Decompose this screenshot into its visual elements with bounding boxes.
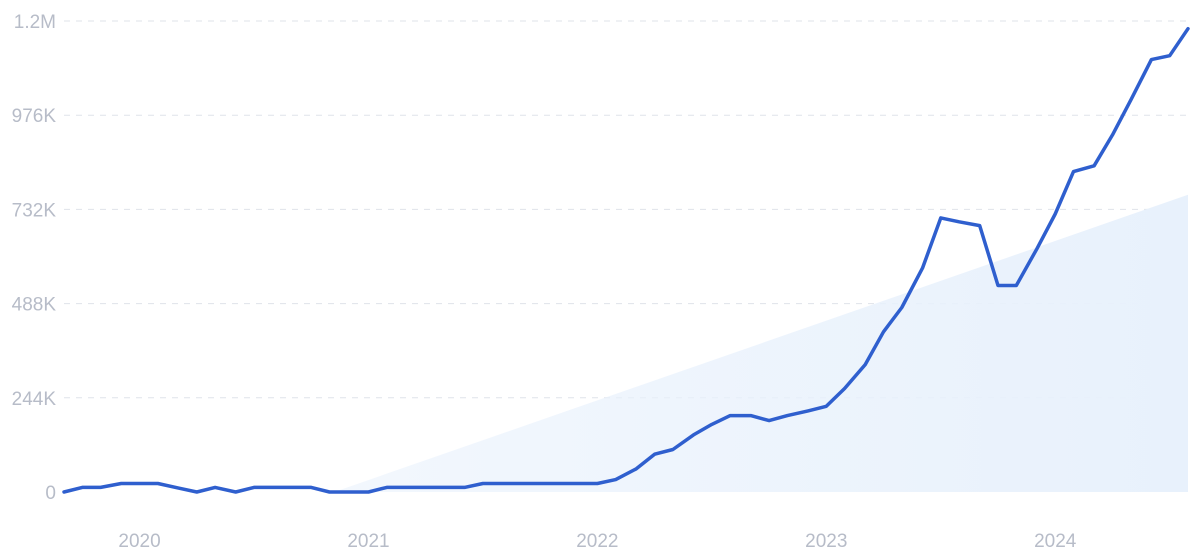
y-axis: 0 244K 488K 732K 976K 1.2M — [12, 12, 57, 504]
trend-area — [334, 194, 1188, 493]
x-tick-label: 2023 — [805, 531, 847, 552]
x-tick-label: 2022 — [576, 531, 618, 552]
x-axis: 2020 2021 2022 2023 2024 — [118, 531, 1076, 552]
y-tick-label: 488K — [12, 295, 57, 316]
y-tick-label: 732K — [12, 200, 57, 221]
y-tick-label: 1.2M — [14, 12, 56, 33]
series-line — [62, 26, 1190, 494]
y-tick-label: 976K — [12, 106, 57, 127]
x-tick-label: 2024 — [1034, 531, 1077, 552]
y-tick-label: 0 — [45, 483, 56, 504]
x-tick-label: 2020 — [118, 531, 160, 552]
trend-area-layer — [334, 194, 1188, 493]
x-tick-label: 2021 — [347, 531, 389, 552]
y-tick-label: 244K — [12, 389, 57, 410]
series-layer — [62, 26, 1190, 494]
